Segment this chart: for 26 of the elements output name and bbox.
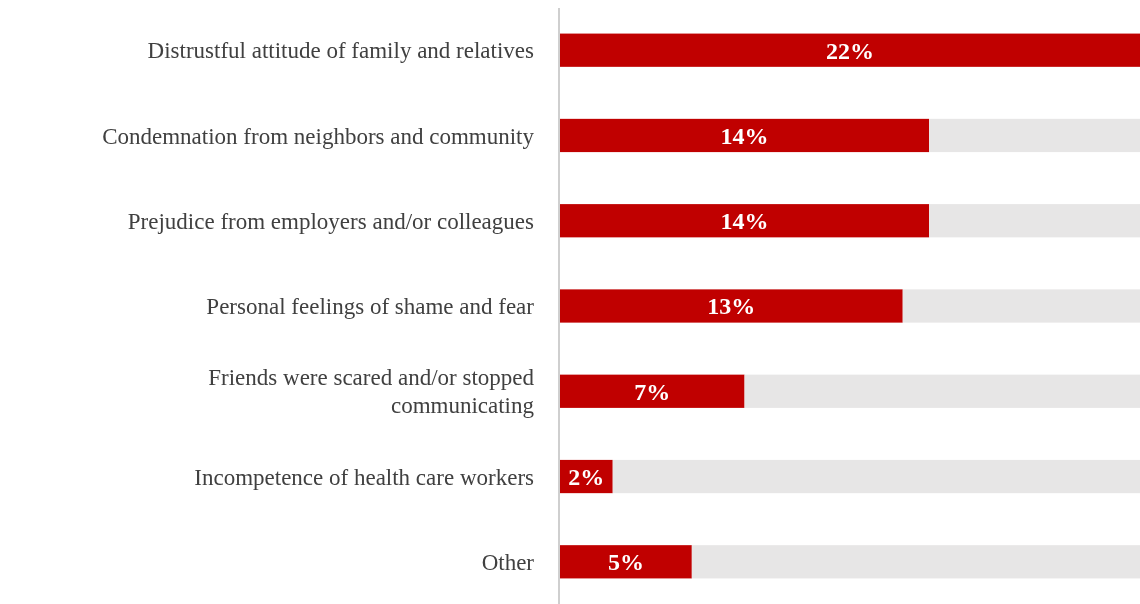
y-tick-label: Incompetence of health care workers [194,464,535,490]
data-label: 13% [707,293,756,320]
bar [929,204,1140,238]
y-tick-label: Distrustful attitude of family and relatives [147,38,535,64]
bar [691,545,1140,579]
bar [560,204,930,238]
bar [560,118,930,153]
y-tick-label: Personal feelings of shame and fear [206,294,535,320]
bar [612,459,1140,494]
data-label: 14% [720,122,769,149]
data-label: 22% [826,37,874,64]
y-tick-label: Friends were scared and/or stopped communicating [208,365,535,419]
bar [560,289,903,323]
bar [560,374,745,408]
bar [560,33,1140,67]
bar [902,289,1140,323]
y-tick-label: Condemnation from neighbors and community [102,123,535,149]
bar [929,118,1140,153]
y-tick-label: Prejudice from employers and/or colleagues [127,208,535,234]
bar [744,374,1140,408]
data-label: 14% [720,208,769,235]
data-label: 2% [568,463,605,490]
data-label: 5% [607,549,644,576]
data-label: 7% [634,378,671,405]
y-tick-label: Other [481,549,535,575]
bar [560,545,692,579]
